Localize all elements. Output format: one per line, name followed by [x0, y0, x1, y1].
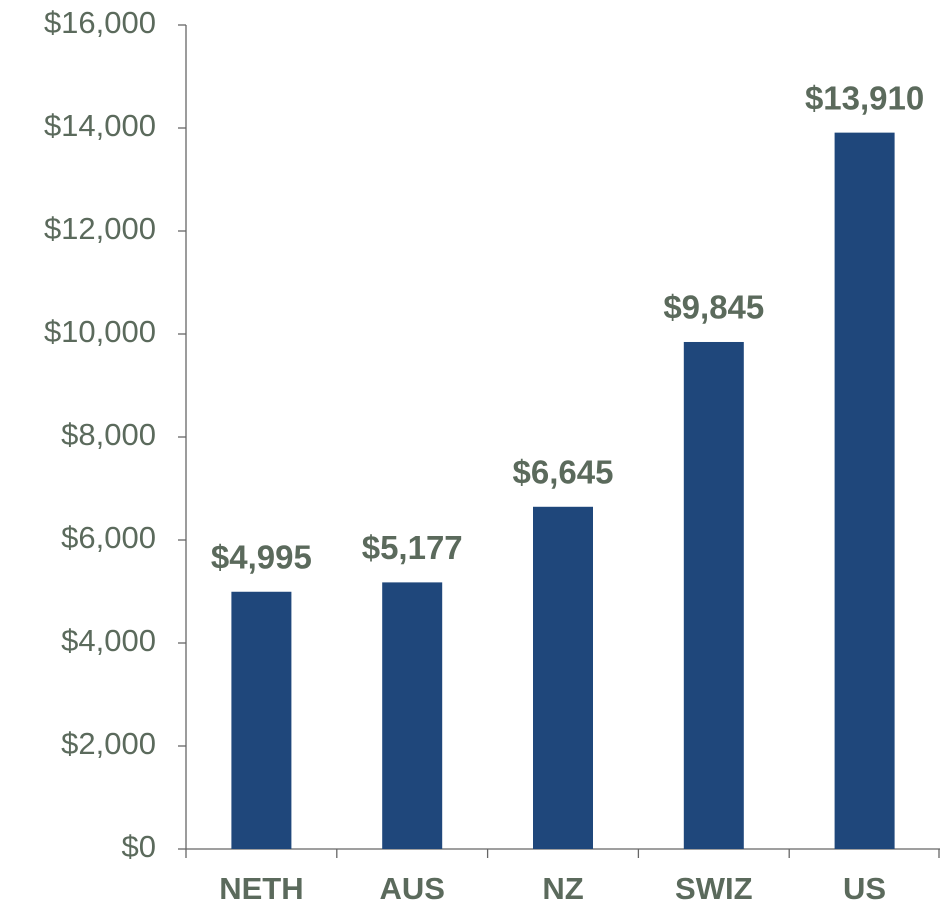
y-tick-label: $0: [122, 829, 156, 864]
x-tick-label: NZ: [542, 871, 583, 906]
y-tick-label: $4,000: [61, 623, 156, 658]
x-tick-label: SWIZ: [675, 871, 753, 906]
bar: [683, 341, 744, 849]
y-tick-label: $16,000: [44, 5, 156, 40]
value-label: $4,995: [211, 538, 312, 575]
x-tick-label: NETH: [219, 871, 303, 906]
y-tick-label: $14,000: [44, 108, 156, 143]
bar: [533, 506, 593, 849]
value-label: $6,645: [513, 454, 614, 491]
y-tick-label: $6,000: [61, 520, 156, 555]
value-label: $5,177: [362, 529, 463, 566]
bar: [834, 132, 895, 849]
y-tick-label: $10,000: [44, 314, 156, 349]
value-label: $9,845: [663, 289, 764, 326]
value-label: $13,910: [805, 79, 924, 116]
x-tick-label: US: [843, 871, 886, 906]
x-tick-label: AUS: [379, 871, 444, 906]
y-tick-label: $8,000: [61, 417, 156, 452]
y-tick-label: $2,000: [61, 726, 156, 761]
bar: [231, 591, 292, 849]
y-tick-label: $12,000: [44, 211, 156, 246]
bar: [382, 582, 443, 849]
